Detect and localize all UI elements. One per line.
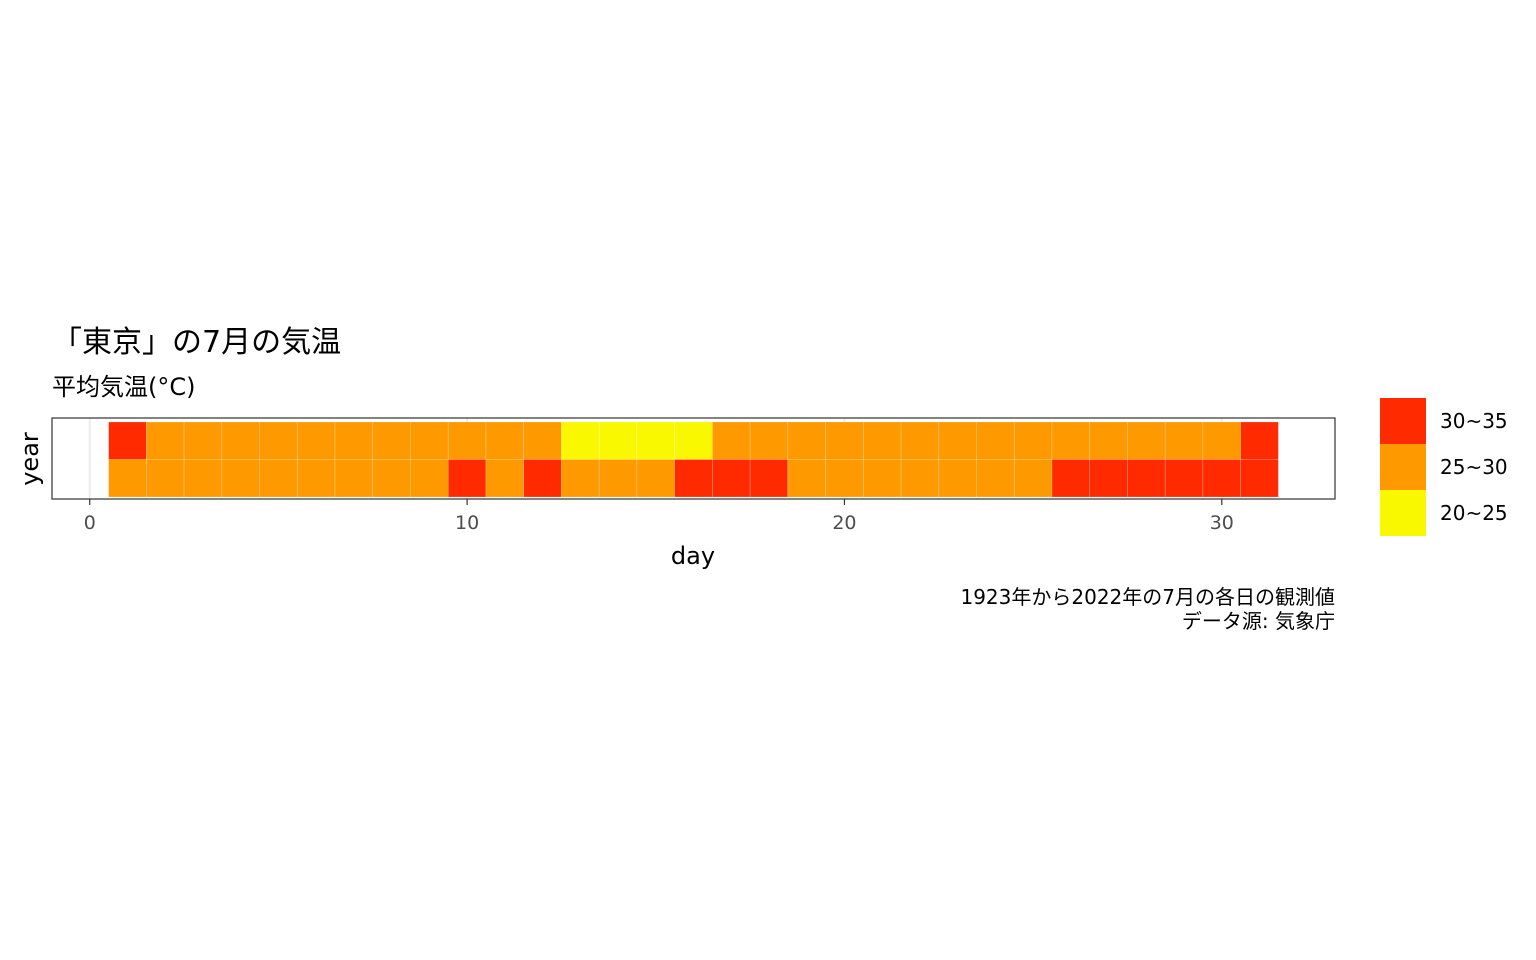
x-axis-ticks: 0 10 20 30	[84, 499, 1234, 534]
heatmap-tile	[787, 459, 826, 498]
heatmap-tile	[749, 459, 789, 498]
heatmap-tile	[1013, 459, 1053, 498]
heatmap-tile	[334, 459, 374, 498]
heatmap-tile	[1202, 459, 1241, 498]
heatmap-tile	[1013, 421, 1053, 460]
heatmap-tile	[863, 421, 902, 460]
heatmap-tile	[561, 421, 600, 460]
heatmap-tile	[1051, 421, 1091, 460]
heatmap-tile	[221, 421, 260, 460]
x-axis-title: day	[671, 542, 715, 570]
heatmap-tile	[108, 421, 147, 460]
x-tick-label: 20	[832, 512, 856, 534]
y-axis-title: year	[16, 432, 44, 486]
heatmap-tile	[976, 459, 1015, 498]
panel-border	[51, 417, 1336, 500]
heatmap-tile	[1089, 421, 1128, 460]
caption-line-1: 1923年から2022年の7月の各日の観測値	[960, 585, 1335, 609]
heatmap-tile	[523, 421, 562, 460]
heatmap-tile	[1051, 459, 1091, 498]
heatmap-tile	[1127, 459, 1166, 498]
heatmap-tile	[900, 459, 940, 498]
chart-title: 「東京」の7月の気温	[52, 325, 341, 360]
heatmap-tile	[938, 459, 977, 498]
heatmap-tile	[1164, 459, 1204, 498]
legend-label: 20~25	[1440, 501, 1508, 525]
heatmap-tile	[447, 421, 487, 460]
heatmap-tile	[410, 459, 449, 498]
heatmap-tile	[825, 459, 864, 498]
heatmap-tile	[447, 459, 487, 498]
legend-label: 30~35	[1440, 409, 1508, 433]
heatmap-tile	[976, 421, 1015, 460]
heatmap-tile	[410, 421, 449, 460]
heatmap-tile	[296, 421, 336, 460]
heatmap-tile	[334, 421, 374, 460]
legend: 30~35 25~30 20~25	[1380, 398, 1508, 536]
heatmap-tile	[636, 421, 675, 460]
heatmap-tile	[787, 421, 826, 460]
heatmap-tile	[561, 459, 600, 498]
heatmap-tile	[1202, 421, 1241, 460]
heatmap-tile	[863, 459, 902, 498]
legend-label: 25~30	[1440, 455, 1508, 479]
x-tick-label: 30	[1210, 512, 1234, 534]
heatmap-tile	[146, 421, 185, 460]
heatmap-tile	[636, 459, 675, 498]
legend-swatch	[1380, 398, 1426, 444]
heatmap-tile	[108, 459, 147, 498]
heatmap-tile	[938, 421, 977, 460]
heatmap-tile	[712, 421, 751, 460]
x-tick-label: 0	[84, 512, 96, 534]
heatmap-tile	[183, 459, 223, 498]
heatmap-tile	[1240, 421, 1279, 460]
heatmap-tile	[183, 421, 223, 460]
heatmap-tile	[825, 421, 864, 460]
heatmap-tile	[674, 421, 713, 460]
heatmap-tile	[674, 459, 713, 498]
heatmap-tile	[146, 459, 185, 498]
x-tick-label: 10	[455, 512, 479, 534]
heatmap-tile	[485, 421, 524, 460]
heatmap-tiles	[108, 421, 1279, 498]
heatmap-tile	[1127, 421, 1166, 460]
heatmap-tile	[221, 459, 260, 498]
heatmap-tile	[259, 459, 298, 498]
heatmap-tile	[372, 421, 411, 460]
heatmap-tile	[749, 421, 789, 460]
heatmap-tile	[1089, 459, 1128, 498]
legend-swatch	[1380, 444, 1426, 490]
heatmap-tile	[485, 459, 524, 498]
heatmap-tile	[712, 459, 751, 498]
chart-subtitle: 平均気温(°C)	[52, 373, 195, 401]
heatmap-tile	[1240, 459, 1279, 498]
heatmap-tile	[523, 459, 562, 498]
heatmap-tile	[598, 421, 638, 460]
heatmap-tile	[296, 459, 336, 498]
heatmap-tile	[259, 421, 298, 460]
legend-swatch	[1380, 490, 1426, 536]
heatmap-tile	[900, 421, 940, 460]
heatmap-tile	[372, 459, 411, 498]
heatmap-tile	[1164, 421, 1204, 460]
caption-line-2: データ源: 気象庁	[1182, 609, 1335, 633]
heatmap-tile	[598, 459, 638, 498]
